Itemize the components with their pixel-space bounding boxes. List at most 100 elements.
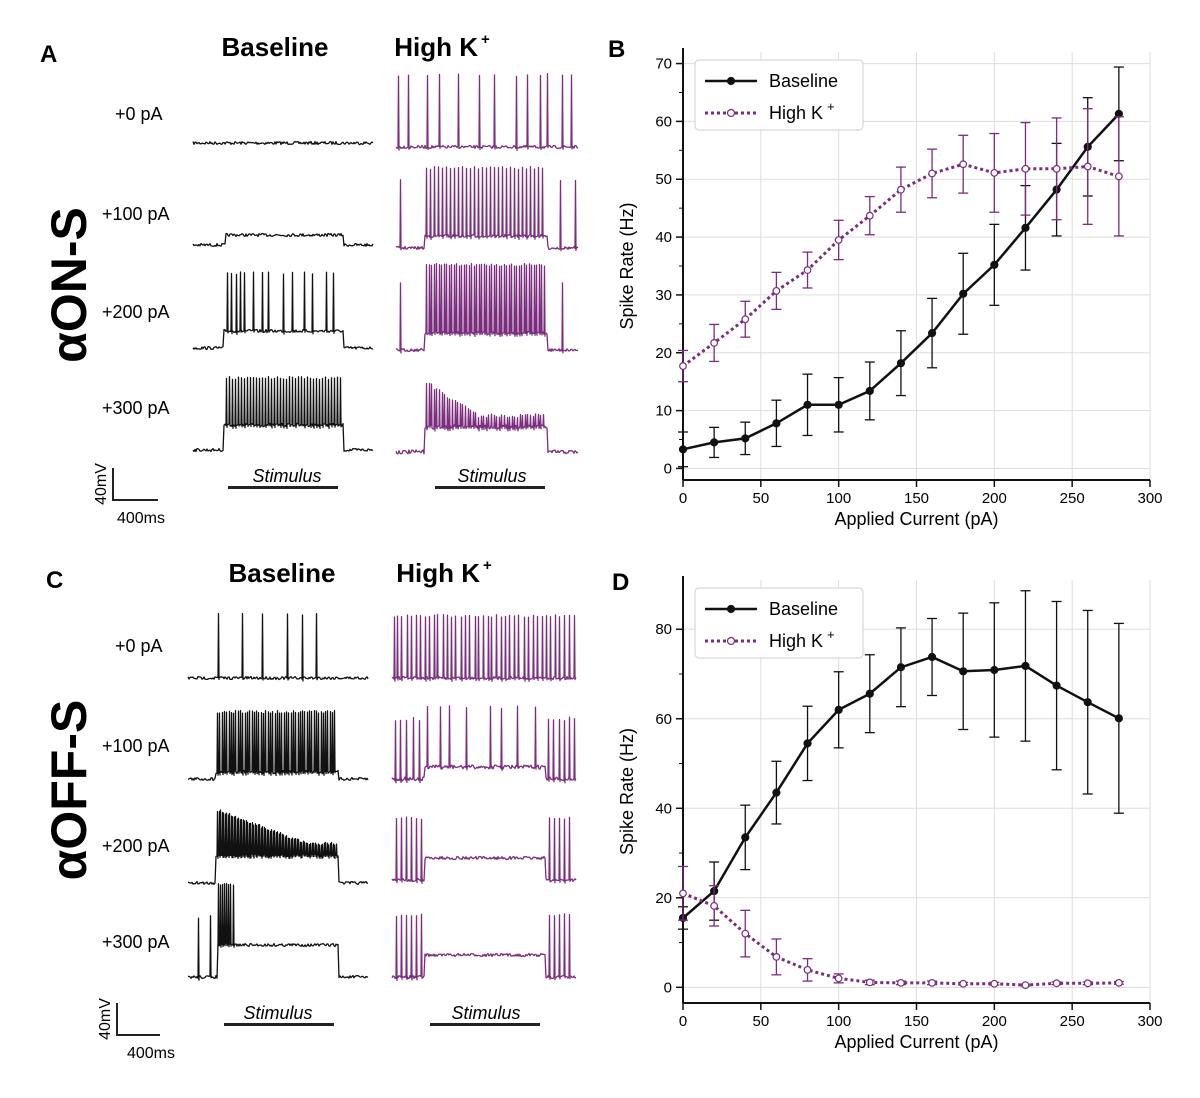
b-s0-point-5: [834, 400, 843, 409]
b-s0-point-4: [803, 400, 812, 409]
d-s0-point-13: [1083, 698, 1092, 707]
a-scale-voltage: 40mV: [93, 463, 110, 505]
d-x-tick-label-5: 250: [1060, 1013, 1085, 1030]
c-current-label-0: +0 pA: [115, 636, 163, 656]
b-x-tick-label-1: 50: [752, 490, 769, 507]
b-s0-point-3: [772, 419, 781, 428]
a-highk-trace-0: [395, 72, 579, 152]
b-s0-point-7: [896, 359, 906, 368]
a-highk-stimulus-bar: [435, 486, 545, 489]
a-current-label-0: +0 pA: [115, 104, 163, 124]
a-highk-trace-200: [395, 262, 579, 354]
d-s0-point-5: [834, 705, 843, 714]
b-x-axis-label: Applied Current (pA): [834, 509, 998, 529]
panel-label-b: B: [608, 36, 625, 63]
b-s1-point-5: [834, 236, 843, 244]
d-s0-point-11: [1021, 661, 1030, 671]
d-y-tick-label-0: 0: [664, 979, 672, 996]
panel-label-d: D: [612, 569, 629, 596]
b-y-tick-label-2: 20: [655, 345, 672, 362]
d-s0-point-2: [741, 833, 750, 842]
d-s1-line: [682, 891, 1119, 987]
d-s0-point-7: [896, 663, 906, 672]
chart-b: 0 50 100 150 200 250 300 0 10 20 30 40 50 60 70 Applied…: [617, 48, 1163, 529]
d-s1-point-1: [710, 901, 719, 910]
b-s0-point-9: [959, 289, 968, 298]
b-s1-point-10: [990, 168, 999, 177]
a-scale-bar: [112, 468, 158, 501]
d-s0-point-12: [1052, 681, 1061, 690]
b-s1-point-11: [1021, 164, 1030, 173]
d-s1-point-10: [990, 979, 999, 988]
b-y-axis-label: Spike Rate (Hz): [617, 202, 637, 329]
c-baseline-trace-100: [187, 709, 369, 782]
a-scale-time: 400ms: [117, 510, 165, 527]
d-s1-point-7: [897, 978, 905, 987]
d-legend-marker-1: [726, 636, 736, 646]
b-x-tick-label-5: 250: [1060, 490, 1085, 507]
b-s0-point-0: [678, 445, 688, 454]
b-s0-point-10: [990, 260, 999, 269]
b-s0-point-11: [1021, 223, 1030, 232]
b-s0-point-6: [865, 386, 874, 396]
d-s1-point-9: [959, 979, 968, 988]
d-legend-marker-0: [726, 604, 736, 614]
a-highk-title: High K: [394, 32, 478, 62]
d-s1-point-13: [1083, 979, 1092, 988]
d-s1-point-14: [1114, 978, 1123, 987]
d-s1-point-12: [1052, 979, 1061, 988]
b-s1-point-6: [865, 211, 874, 220]
traces-panel-a: [192, 72, 579, 455]
c-highk-stimulus-label: Stimulus: [451, 1003, 520, 1023]
c-scale-voltage: 40mV: [97, 998, 114, 1040]
c-highk-stimulus-bar: [430, 1023, 540, 1026]
traces-panel-c: [187, 612, 577, 982]
a-baseline-trace-100: [192, 232, 374, 248]
b-x-tick-label-3: 150: [904, 490, 929, 507]
b-x-tick-label-2: 100: [826, 490, 851, 507]
d-s1-point-8: [928, 978, 936, 987]
chart-d: 0 50 100 150 200 250 300 0 20 40 60 80 Applied Curre…: [617, 576, 1163, 1052]
d-x-axis-label: Applied Current (pA): [834, 1032, 998, 1052]
b-s1-point-0: [679, 362, 687, 370]
d-s0-point-4: [803, 739, 812, 748]
a-current-label-200: +200 pA: [102, 302, 170, 322]
b-legend-marker-0: [726, 76, 736, 86]
panel-label-c: C: [46, 567, 63, 594]
b-s1-point-3: [772, 286, 781, 295]
c-baseline-stimulus-bar: [224, 1023, 334, 1026]
b-legend-label-0: Baseline: [769, 71, 838, 91]
c-baseline-trace-0: [187, 612, 369, 682]
b-s1-point-13: [1083, 162, 1092, 171]
a-highk-trace-100: [395, 165, 579, 252]
a-baseline-stimulus-label: Stimulus: [252, 466, 321, 486]
d-y-axis-label: Spike Rate (Hz): [617, 728, 637, 855]
c-baseline-title: Baseline: [229, 558, 336, 588]
b-x-tick-label-4: 200: [982, 490, 1007, 507]
d-s1-point-3: [772, 952, 781, 961]
cell-type-top-label: αON-S: [41, 207, 97, 363]
b-y-tick-label-7: 70: [655, 56, 672, 73]
b-y-tick-label-1: 10: [655, 403, 672, 420]
a-baseline-trace-300: [192, 375, 374, 453]
b-y-tick-label-6: 60: [655, 113, 672, 130]
d-s1-point-4: [803, 965, 812, 974]
b-s0-point-8: [927, 328, 937, 338]
b-s1-point-2: [741, 315, 750, 324]
b-s0-point-2: [741, 434, 750, 443]
b-s1-point-8: [928, 169, 936, 178]
b-s1-point-1: [710, 339, 719, 347]
a-baseline-trace-0: [192, 140, 374, 146]
d-s1-point-0: [679, 889, 687, 898]
d-x-tick-label-3: 150: [904, 1013, 929, 1030]
b-y-tick-label-3: 30: [655, 287, 672, 304]
d-s0-point-9: [959, 667, 968, 676]
d-s0-point-10: [990, 665, 999, 675]
d-y-tick-label-4: 80: [655, 621, 672, 638]
b-s0-point-1: [710, 438, 719, 447]
d-s0-point-3: [772, 788, 781, 797]
d-s1-point-2: [741, 929, 750, 938]
a-baseline-trace-200: [192, 271, 374, 351]
a-baseline-stimulus-bar: [228, 486, 338, 489]
